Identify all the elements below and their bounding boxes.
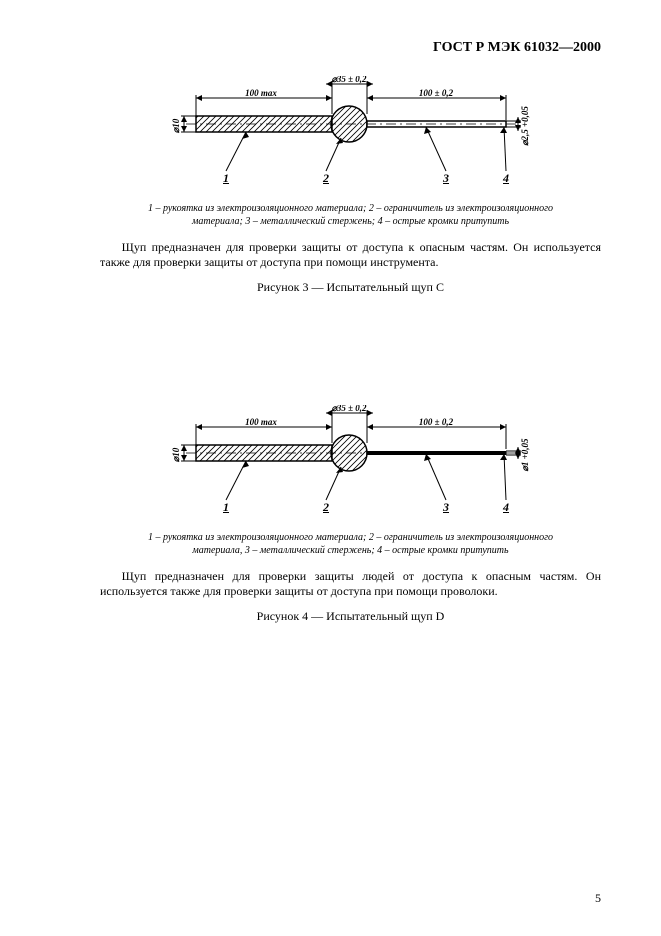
legend-text: – металлический стержень; <box>250 545 377 556</box>
legend-text: – рукоятка из электроизоляционного матер… <box>153 532 369 543</box>
callout-2: 2 <box>314 500 338 515</box>
callout-4: 4 <box>494 500 518 515</box>
figure-3-diagram: ⌀35 ± 0,2 100 max 100 ± 0,2 ⌀10 <box>166 76 536 196</box>
figure-4-legend: 1 – рукоятка из электроизоляционного мат… <box>140 531 561 557</box>
callout-4: 4 <box>494 171 518 186</box>
callout-1: 1 <box>214 171 238 186</box>
dim-label: ⌀2,5 +0,05 <box>520 106 530 146</box>
figure-4-desc: Щуп предназначен для проверки защиты люд… <box>100 569 601 599</box>
page-number: 5 <box>595 891 601 906</box>
dim-label: ⌀35 ± 0,2 <box>331 405 367 413</box>
legend-text: – острые кромки притупить <box>383 216 509 227</box>
spacer <box>100 345 601 405</box>
dim-label: 100 max <box>245 417 277 427</box>
dim-label: ⌀10 <box>171 118 181 133</box>
dim-label: 100 ± 0,2 <box>418 417 453 427</box>
dim-label: ⌀35 ± 0,2 <box>331 76 367 84</box>
legend-text: – острые кромки притупить <box>382 545 508 556</box>
figure-3-legend: 1 – рукоятка из электроизоляционного мат… <box>140 202 561 228</box>
callout-2: 2 <box>314 171 338 186</box>
dim-label: 100 max <box>245 88 277 98</box>
legend-text: – металлический стержень; <box>250 216 377 227</box>
callout-1: 1 <box>214 500 238 515</box>
page: ГОСТ Р МЭК 61032—2000 ⌀35 ± 0,2 100 max … <box>0 0 661 936</box>
doc-header: ГОСТ Р МЭК 61032—2000 <box>100 40 601 56</box>
dim-label: ⌀10 <box>171 447 181 462</box>
callout-3: 3 <box>434 500 458 515</box>
callout-3: 3 <box>434 171 458 186</box>
figure-4-caption: Рисунок 4 — Испытательный щуп D <box>100 609 601 624</box>
dim-label: 100 ± 0,2 <box>418 88 453 98</box>
figure-3-desc: Щуп предназначен для проверки защиты от … <box>100 240 601 270</box>
legend-text: – рукоятка из электроизоляционного матер… <box>153 203 369 214</box>
dim-label: ⌀1 +0,05 <box>520 438 530 472</box>
figure-3-caption: Рисунок 3 — Испытательный щуп С <box>100 280 601 295</box>
figure-4-diagram: ⌀35 ± 0,2 100 max 100 ± 0,2 ⌀10 ⌀1 +0,05 <box>166 405 536 525</box>
